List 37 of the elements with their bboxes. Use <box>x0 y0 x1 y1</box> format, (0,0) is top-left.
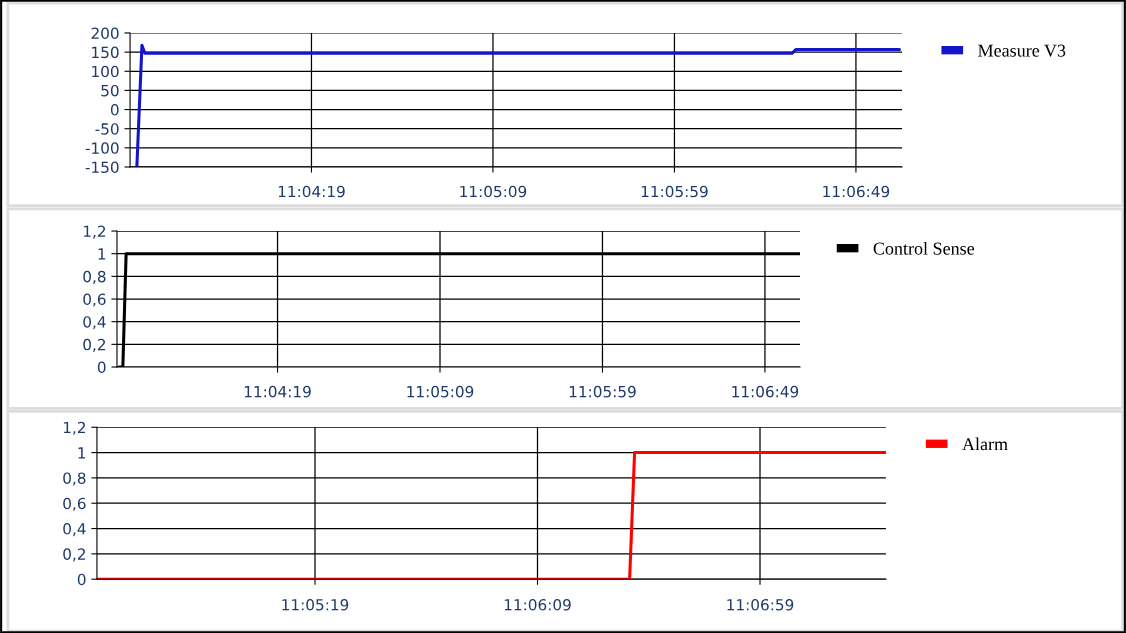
x-tick-label: 11:06:09 <box>504 599 571 611</box>
x-tick-label: 11:04:19 <box>244 385 311 398</box>
y-tick-label: 1,2 <box>83 225 106 239</box>
y-tick-label: 0 <box>110 104 119 116</box>
y-tick-label: 0,4 <box>63 523 86 537</box>
y-tick-label: -150 <box>85 161 119 174</box>
y-tick-label: 0,8 <box>63 472 86 486</box>
line-series <box>135 43 901 167</box>
y-tick-label: 150 <box>92 46 119 59</box>
x-tick-label: 11:06:49 <box>823 185 890 198</box>
y-tick-label: 0,4 <box>83 316 106 330</box>
x-tick-label: 11:05:59 <box>569 385 636 398</box>
x-tick-label: 11:04:19 <box>278 185 345 198</box>
legend-label: Measure V3 <box>978 44 1066 57</box>
x-tick-label: 11:06:49 <box>732 385 799 398</box>
y-tick-label: 50 <box>101 84 119 97</box>
x-tick-label: 11:05:19 <box>282 599 349 611</box>
y-tick-label: 1 <box>98 248 106 260</box>
y-tick-label: 200 <box>91 27 119 39</box>
x-tick-label: 11:06:59 <box>727 599 794 611</box>
legend-label: Control Sense <box>873 241 975 255</box>
y-tick-label: 0 <box>97 361 106 374</box>
y-tick-label: 0,6 <box>83 293 106 307</box>
y-tick-label: 0,2 <box>63 548 85 562</box>
y-tick-label: 1 <box>78 447 86 459</box>
y-tick-label: 0,6 <box>63 497 86 511</box>
x-tick-label: 11:05:59 <box>641 185 708 198</box>
x-tick-label: 11:05:09 <box>407 385 474 398</box>
y-tick-label: -50 <box>95 123 119 135</box>
y-tick-label: 100 <box>92 65 119 78</box>
y-tick-label: 0 <box>77 573 86 586</box>
y-tick-label: 0,8 <box>83 270 106 284</box>
y-tick-label: 1,2 <box>63 421 85 435</box>
y-tick-label: 0,2 <box>83 338 106 352</box>
x-tick-label: 11:05:09 <box>460 185 527 198</box>
y-tick-label: -100 <box>85 142 119 154</box>
legend-label: Alarm <box>962 437 1008 451</box>
